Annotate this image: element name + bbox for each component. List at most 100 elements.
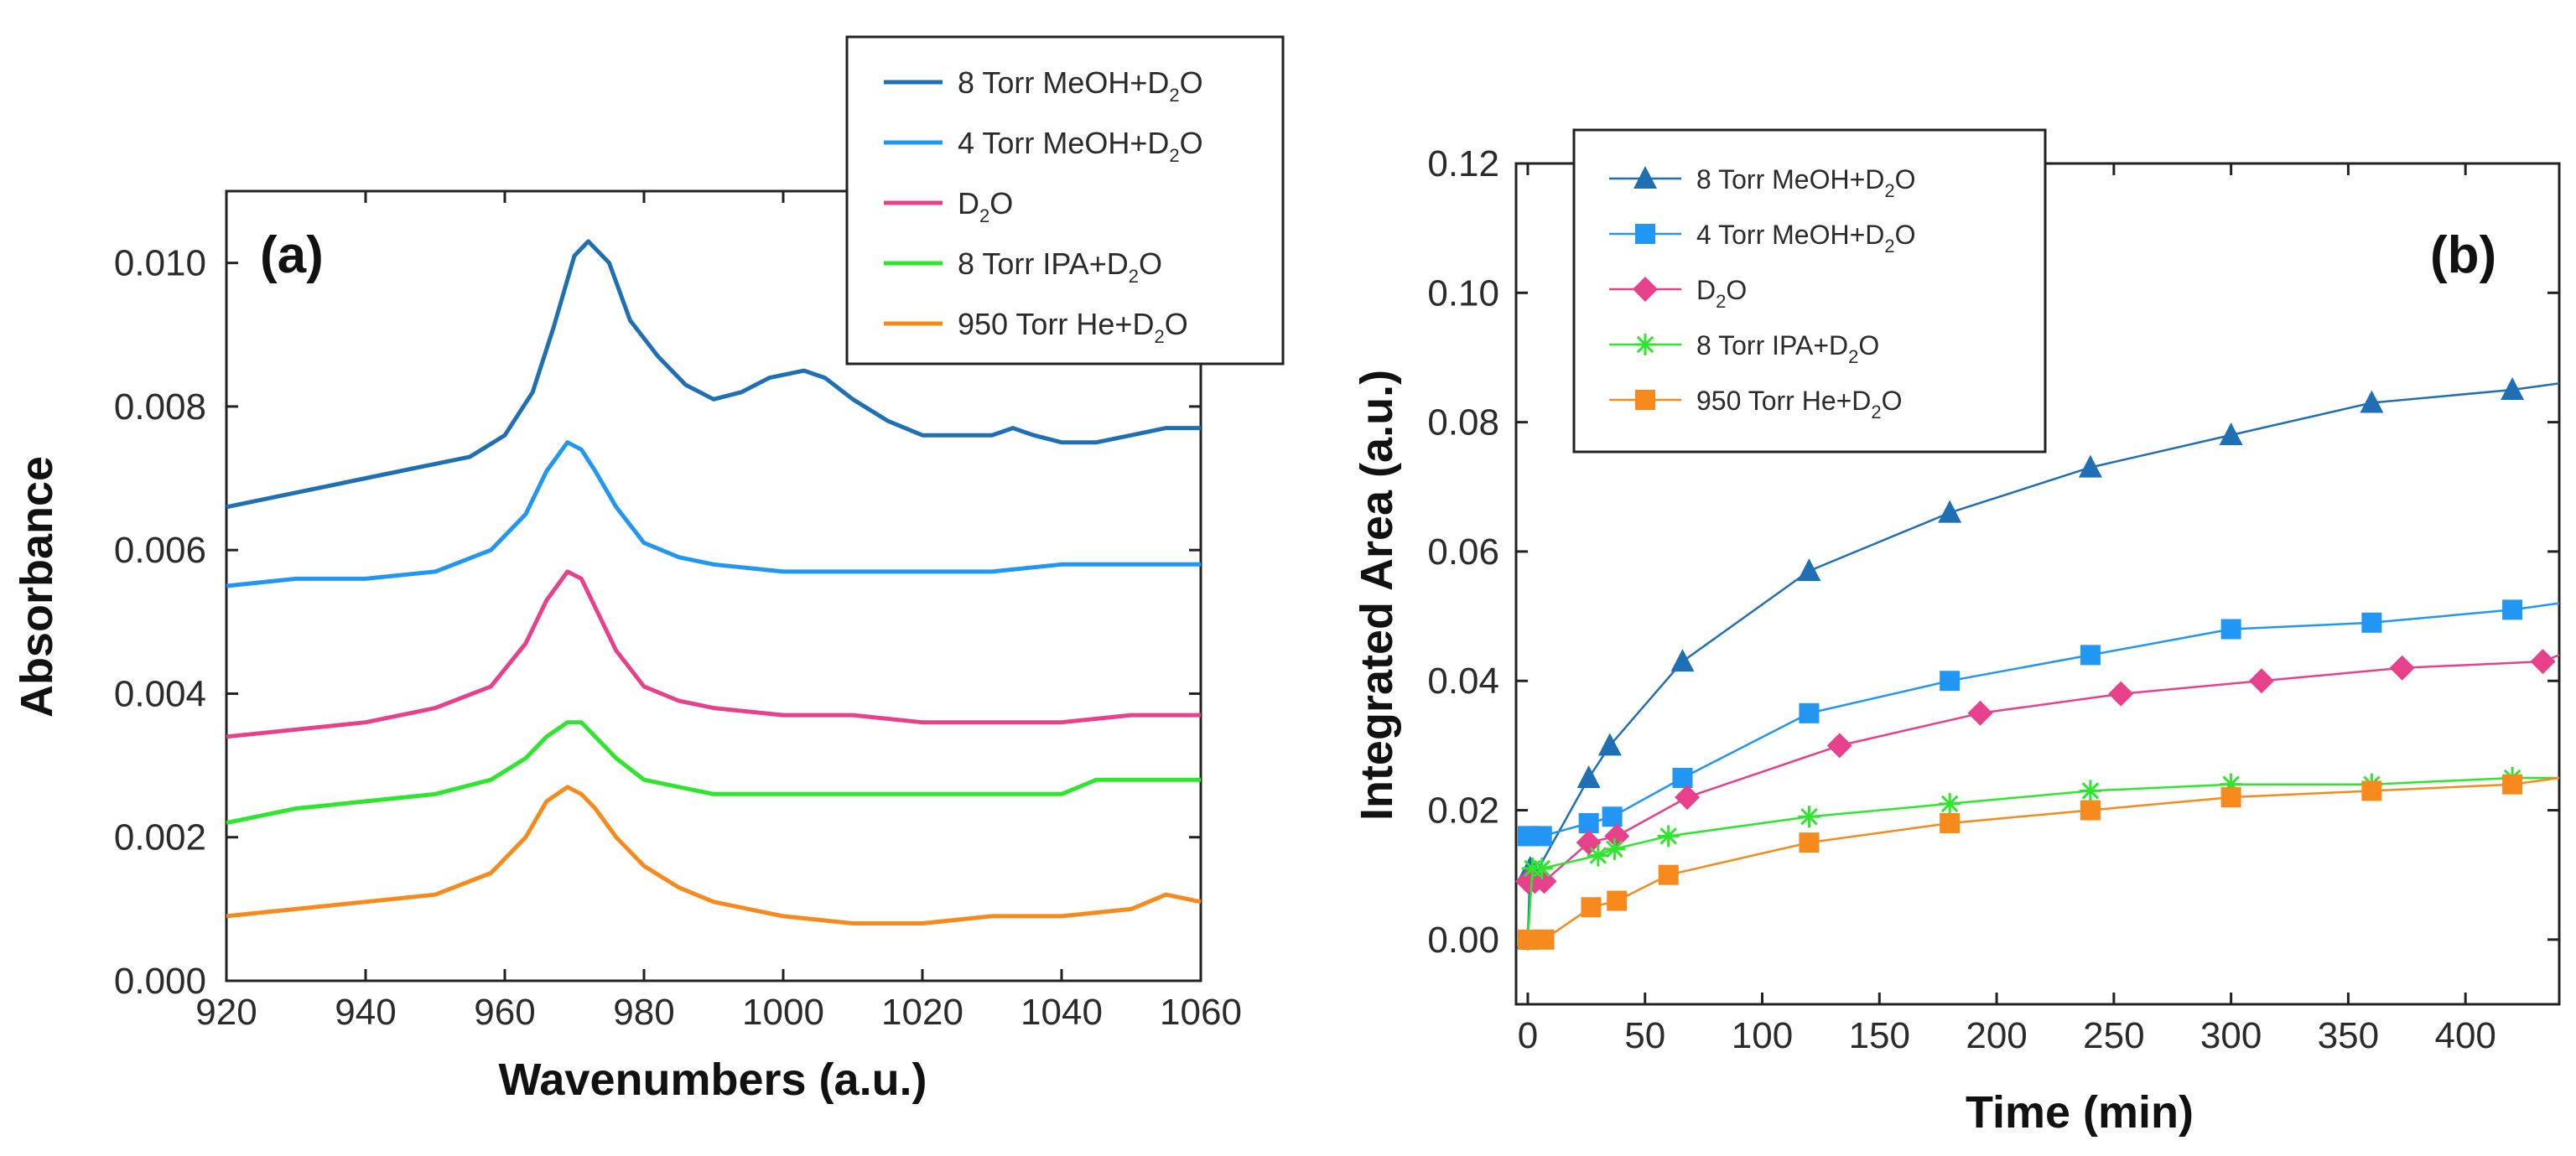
panel-b: 0 50 100 150 200 250 300 350 400 0.00 0.02 0.04 0.06…: [1352, 128, 2561, 1138]
panel-b-data-point: [2248, 668, 2274, 694]
panel-b-data-point: [1797, 558, 1821, 582]
panel-b-data-point: [1798, 806, 1820, 828]
star-marker-stroke: [2081, 782, 2100, 800]
panel-a-axes: 920 940 960 980 1000 1020 1040 1060 0.000 0.002 0.…: [114, 189, 1242, 1033]
panel-a-y-tick-label: 0.000: [114, 961, 206, 1002]
panel-b-data-point: [2108, 681, 2134, 707]
legend-label-main: D: [958, 186, 979, 220]
legend-label-main: 950 Torr He+D: [1696, 386, 1871, 416]
panel-a-y-tick-label: 0.008: [114, 386, 206, 428]
panel-b-legend-marker: [1635, 224, 1655, 244]
legend-label-subscript: 2: [1884, 236, 1894, 257]
panel-b-x-tick-label: 350: [2318, 1015, 2379, 1056]
legend-label-tail: O: [1165, 307, 1188, 341]
panel-b-x-tick-label: 0: [1518, 1015, 1538, 1056]
panel-b-legend-marker: [1634, 334, 1656, 355]
legend-label-main: 4 Torr MeOH+D: [1696, 220, 1884, 250]
panel-b-legend-marker: [1633, 166, 1657, 189]
legend-label-main: 4 Torr MeOH+D: [958, 126, 1169, 160]
legend-label-tail: O: [1180, 126, 1203, 160]
panel-b-data-point: [1799, 832, 1820, 853]
legend-label-subscript: 2: [1884, 180, 1894, 201]
panel-b-tag: (b): [2430, 226, 2496, 284]
panel-b-y-tick-label: 0.04: [1427, 661, 1499, 702]
panel-a-series-line-4: [226, 785, 1202, 925]
star-marker-stroke: [1800, 808, 1818, 826]
panel-b-legend-marker: [1635, 390, 1655, 410]
panel-b-y-tick-label: 0.10: [1427, 272, 1499, 314]
panel-a-series: [226, 239, 1202, 925]
panel-b-y-axis-title: Integrated Area (a.u.): [1352, 370, 1402, 821]
legend-label-tail: O: [1726, 275, 1747, 305]
panel-a-legend-box: [845, 35, 1285, 365]
panel-b-data-point: [2530, 649, 2556, 675]
panel-b-data-point: [1597, 733, 1622, 756]
panel-b-y-tick-label: 0.00: [1427, 920, 1499, 961]
panel-a-legend-label: 4 Torr MeOH+D2O: [958, 126, 1203, 166]
legend-label-subscript: 2: [1716, 291, 1726, 312]
panel-a-y-tick-label: 0.002: [114, 817, 206, 858]
legend-label-tail: O: [989, 186, 1013, 220]
panel-a-y-tick-label: 0.004: [114, 673, 206, 714]
panel-b-legend-label: 950 Torr He+D2O: [1696, 386, 1903, 422]
panel-a-x-axis-title: Wavenumbers (a.u.): [498, 1055, 927, 1105]
star-marker-stroke: [1659, 827, 1677, 845]
panel-b-axes: 0 50 100 150 200 250 300 350 400 0.00 0.02 0.04 0.06…: [1427, 143, 2561, 1056]
panel-b-y-tick-label: 0.08: [1427, 402, 1499, 443]
legend-label-main: D: [1696, 275, 1716, 305]
panel-a-legend-label: D2O: [958, 186, 1013, 226]
legend-label-main: 8 Torr MeOH+D: [1696, 164, 1884, 194]
panel-b-x-axis-title: Time (min): [1966, 1087, 2194, 1138]
legend-label-tail: O: [1858, 330, 1879, 360]
panel-a: 920 940 960 980 1000 1020 1040 1060 0.000 0.002 0.…: [12, 35, 1285, 1105]
panel-b-data-point: [2502, 774, 2523, 795]
panel-b-data-point: [1602, 806, 1623, 827]
panel-b-data-point: [1940, 812, 1961, 833]
star-marker-stroke: [1940, 795, 1959, 813]
legend-label-tail: O: [1180, 65, 1203, 100]
panel-b-data-point: [1587, 844, 1609, 867]
panel-b-data-point: [2220, 787, 2241, 808]
panel-b-data-point: [1967, 700, 1993, 726]
panel-b-legend-label: 8 Torr IPA+D2O: [1696, 330, 1879, 367]
panel-b-data-point: [1604, 823, 1630, 849]
panel-b-legend-label: 4 Torr MeOH+D2O: [1696, 220, 1916, 257]
panel-b-x-tick-label: 150: [1849, 1015, 1910, 1056]
panel-b-y-tick-label: 0.02: [1427, 791, 1499, 832]
legend-label-tail: O: [1895, 220, 1916, 250]
legend-label-main: 8 Torr MeOH+D: [958, 65, 1169, 100]
panel-a-legend-label: 8 Torr MeOH+D2O: [958, 65, 1203, 106]
panel-b-data-point: [2389, 655, 2415, 681]
panel-b-data-point: [2220, 619, 2241, 640]
panel-a-y-axis-title: Absorbance: [12, 456, 62, 718]
panel-b-x-tick-label: 250: [2083, 1015, 2144, 1056]
panel-b-data-point: [1672, 767, 1693, 788]
panel-b-data-point: [2360, 390, 2384, 413]
legend-label-subscript: 2: [1871, 402, 1881, 422]
legend-label-main: 950 Torr He+D: [958, 307, 1154, 341]
panel-b-data-point: [1799, 702, 1820, 723]
panel-a-series-line-0: [226, 239, 1201, 510]
legend-label-subscript: 2: [1169, 85, 1179, 106]
panel-a-tag: (a): [260, 226, 324, 284]
panel-a-x-tick-label: 1060: [1160, 992, 1242, 1033]
star-marker-stroke: [1606, 840, 1623, 858]
panel-b-data-point: [1658, 864, 1679, 885]
panel-b-data-point: [1531, 826, 1552, 847]
panel-b-data-point: [2501, 377, 2525, 401]
panel-b-y-tick-label: 0.12: [1427, 143, 1499, 184]
panel-a-series-line-1: [226, 440, 1201, 588]
panel-b-legend-label: 8 Torr MeOH+D2O: [1696, 164, 1916, 201]
panel-b-data-point: [1940, 671, 1961, 692]
panel-a-y-tick-label: 0.006: [114, 530, 206, 571]
legend-label-subscript: 2: [979, 205, 989, 226]
panel-b-x-tick-label: 200: [1966, 1015, 2027, 1056]
panel-b-x-tick-label: 50: [1624, 1015, 1665, 1056]
panel-b-data-point: [1581, 897, 1602, 918]
star-marker-stroke: [1589, 847, 1607, 864]
panel-a-x-tick-label: 940: [335, 992, 396, 1033]
panel-b-data-point: [1603, 837, 1626, 860]
legend-label-subscript: 2: [1169, 145, 1179, 166]
